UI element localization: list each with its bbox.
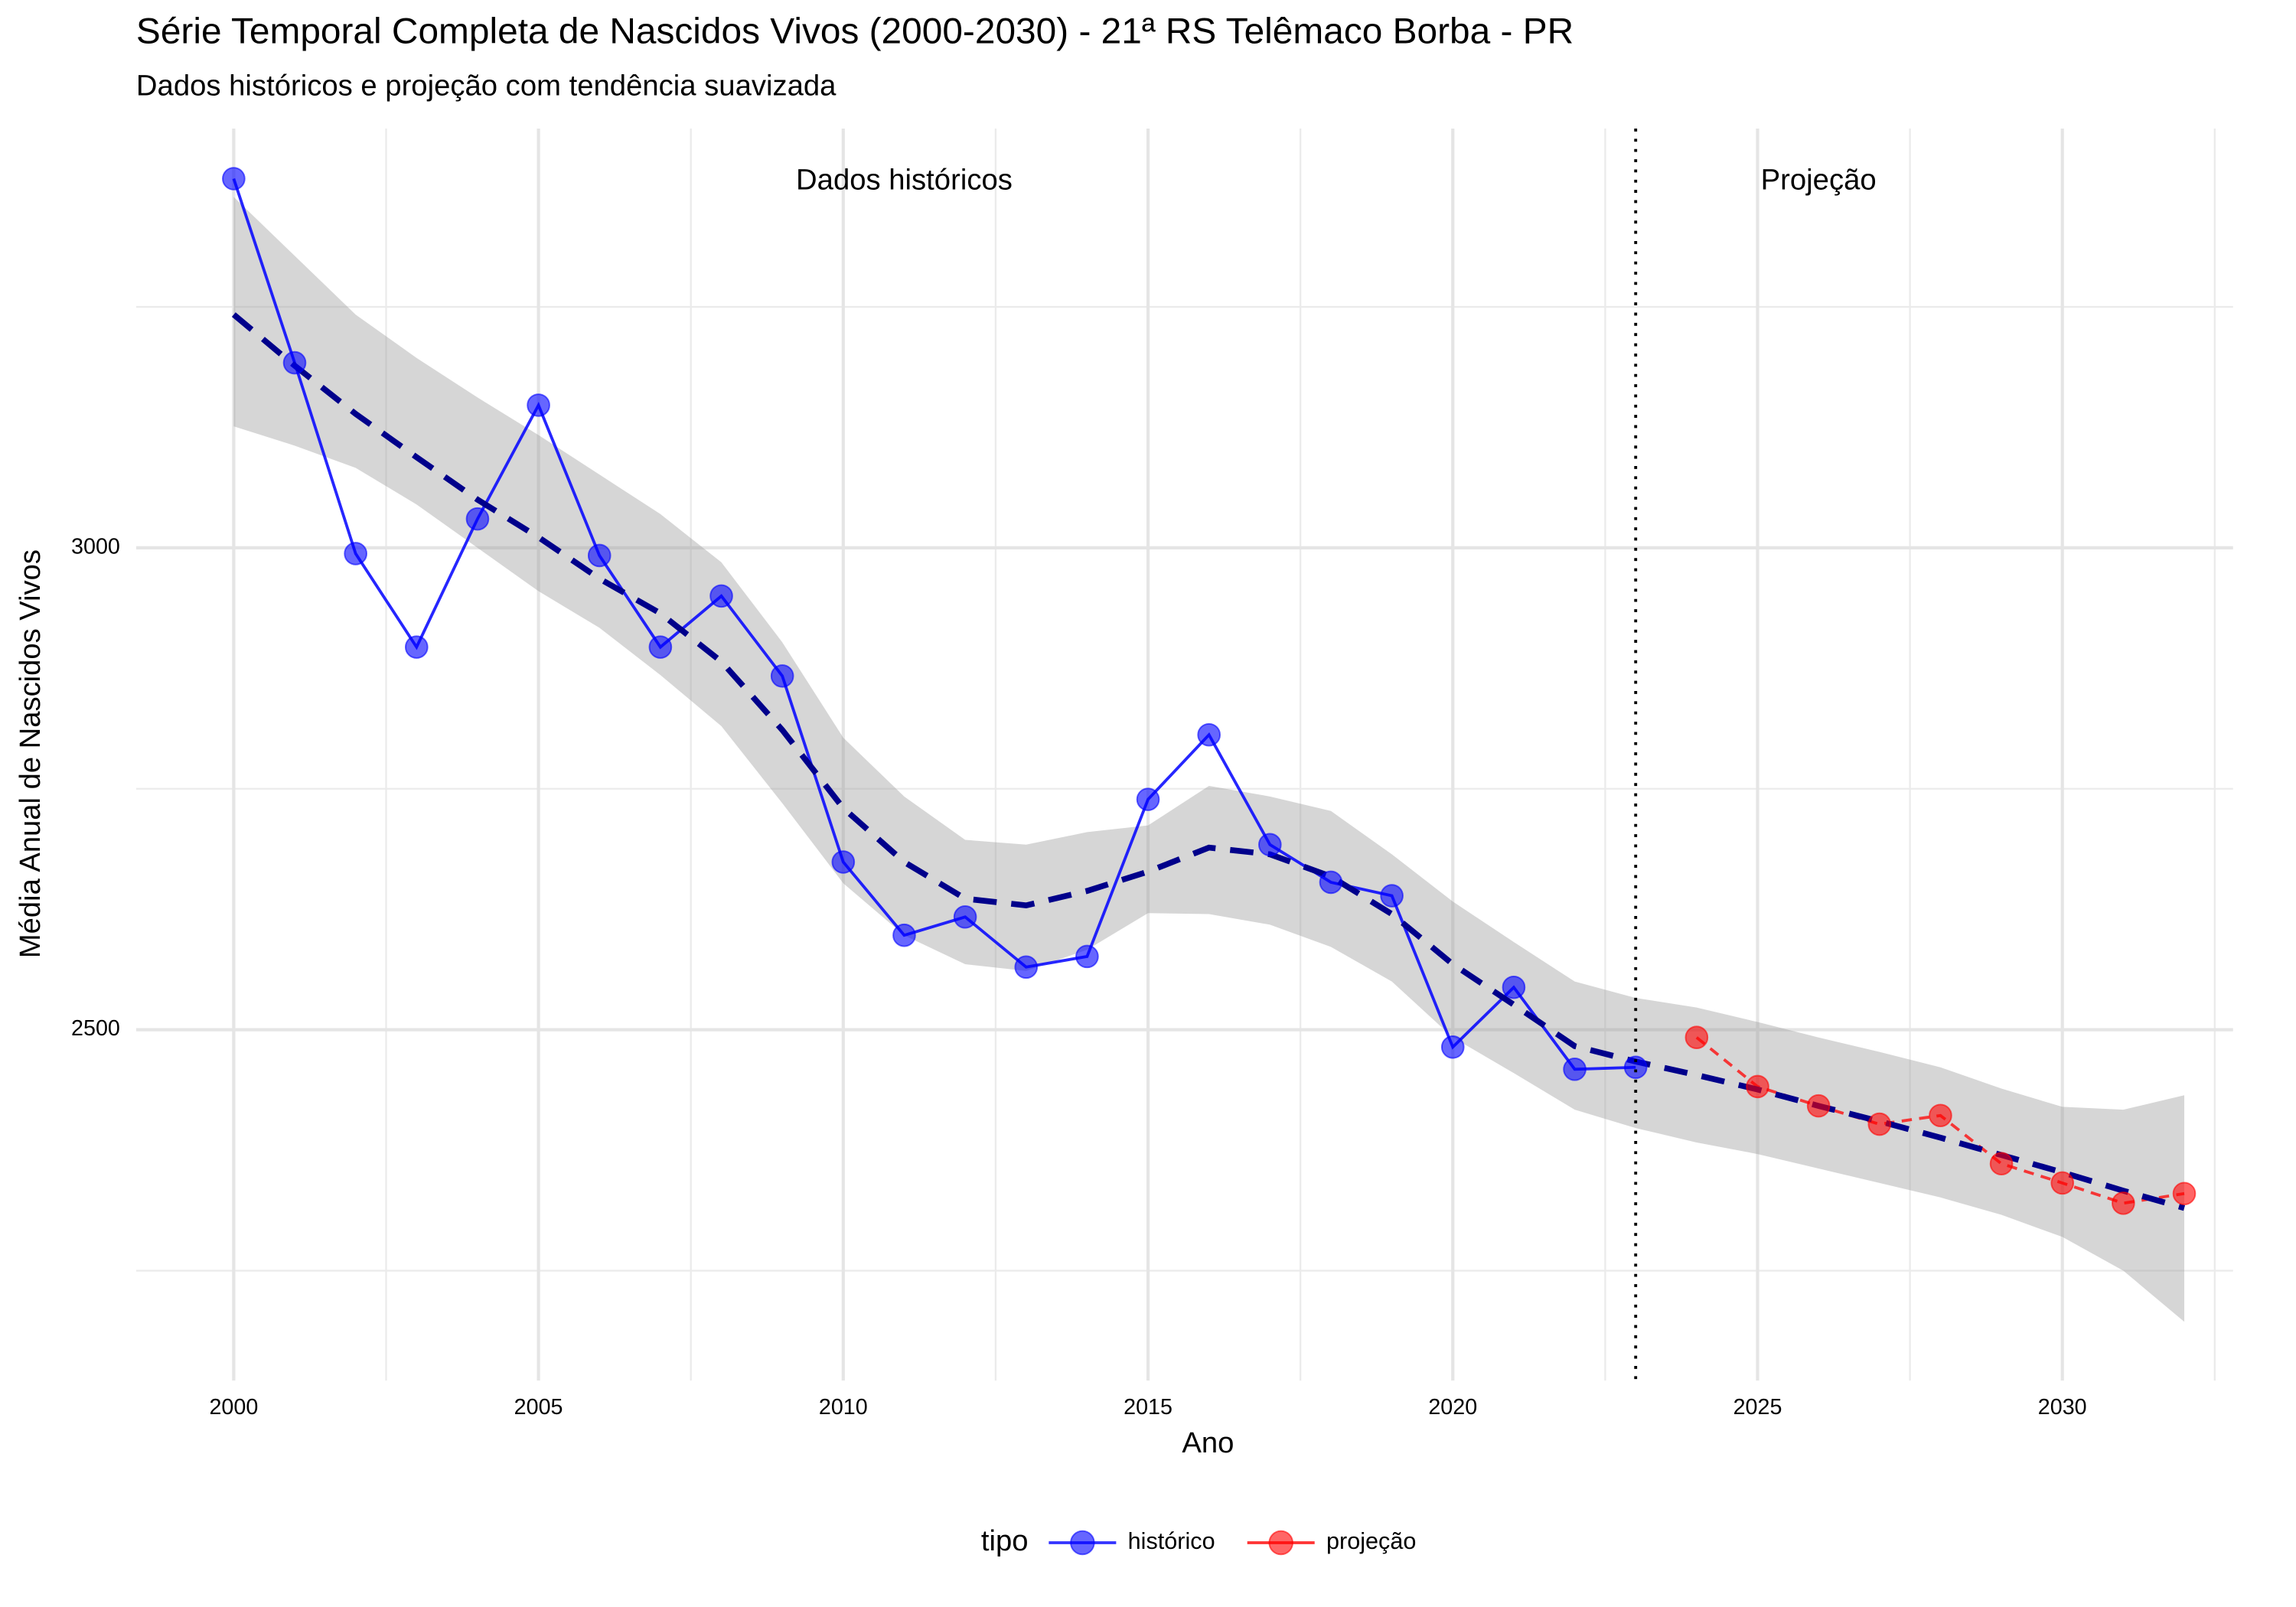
- data-point: [344, 542, 367, 566]
- legend-label: histórico: [1128, 1528, 1215, 1554]
- x-tick-label: 2020: [1428, 1395, 1477, 1420]
- data-point: [2112, 1191, 2135, 1215]
- annotation: Dados históricos: [796, 163, 1013, 196]
- data-point: [2172, 1182, 2197, 1206]
- data-point: [1319, 870, 1343, 895]
- grid: 2500 3000 2000 2005 2010 2015 2020 2025 2030: [71, 129, 2233, 1420]
- y-axis-label: Média Anual de Nascidos Vivos: [14, 549, 47, 958]
- data-point: [465, 507, 490, 531]
- data-point: [527, 393, 550, 417]
- data-point: [1623, 1055, 1648, 1080]
- x-tick-label: 2005: [514, 1395, 563, 1420]
- legend: tipo histórico projeção: [981, 1524, 1417, 1557]
- data-point: [1684, 1025, 1709, 1049]
- x-tick-label: 2025: [1733, 1395, 1782, 1420]
- data-point: [1136, 787, 1160, 811]
- data-point: [709, 584, 733, 608]
- chart-subtitle: Dados históricos e projeção com tendênci…: [136, 70, 837, 103]
- data-point: [1258, 833, 1282, 857]
- data-point: [648, 635, 673, 659]
- legend-title: tipo: [981, 1524, 1029, 1557]
- data-point: [1806, 1094, 1831, 1118]
- data-point: [1014, 955, 1039, 980]
- data-point: [770, 664, 794, 688]
- x-tick-label: 2030: [2038, 1395, 2087, 1420]
- data-point: [892, 923, 916, 947]
- data-point: [1867, 1112, 1892, 1136]
- legend-label: projeção: [1326, 1528, 1416, 1554]
- data-point: [1502, 975, 1526, 999]
- annotation: Projeção: [1761, 163, 1877, 196]
- data-point: [1197, 722, 1221, 747]
- series-line: [232, 178, 1636, 1071]
- data-point: [404, 635, 429, 659]
- data-point: [1989, 1152, 2014, 1175]
- y-tick-label: 2500: [71, 1016, 120, 1041]
- x-tick-label: 2000: [209, 1395, 258, 1420]
- plot-area: Dados históricos Projeção: [222, 129, 2197, 1381]
- data-point: [831, 850, 856, 874]
- data-point: [1929, 1103, 1952, 1128]
- chart-title: Série Temporal Completa de Nascidos Vivo…: [136, 11, 1574, 52]
- data-point: [2050, 1171, 2075, 1195]
- x-tick-label: 2015: [1124, 1395, 1172, 1420]
- legend-key-point: [1070, 1530, 1095, 1556]
- data-point: [1380, 884, 1404, 908]
- data-point: [1746, 1074, 1769, 1099]
- data-point: [953, 905, 977, 929]
- x-tick-label: 2010: [819, 1395, 868, 1420]
- data-point: [222, 167, 246, 191]
- trend-line: [231, 312, 2186, 1211]
- x-axis-label: Ano: [1182, 1426, 1234, 1459]
- data-point: [282, 350, 307, 375]
- data-point: [587, 543, 612, 568]
- legend-key-point: [1268, 1530, 1293, 1556]
- data-point: [1440, 1035, 1465, 1059]
- data-point: [1563, 1057, 1587, 1081]
- y-tick-label: 3000: [71, 534, 120, 559]
- data-point: [1075, 944, 1099, 969]
